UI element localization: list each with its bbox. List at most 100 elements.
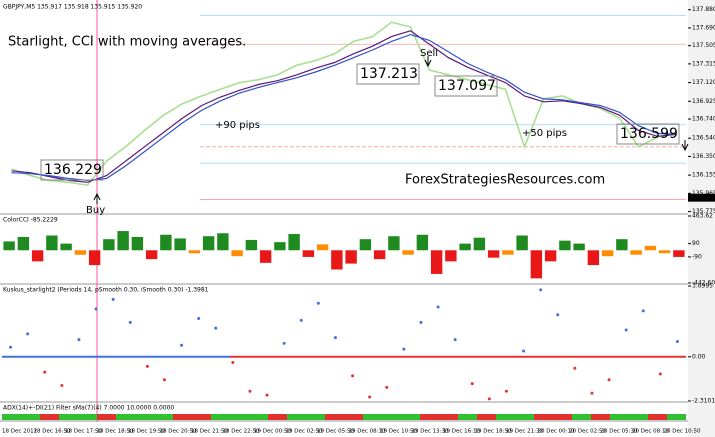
adx-segment: [363, 414, 382, 420]
starlight-dot: [453, 338, 457, 342]
adx-segment: [382, 414, 401, 420]
cci-bar: [373, 250, 386, 260]
adx-segment: [496, 414, 515, 420]
last-price-box: [688, 193, 715, 202]
starlight-dot: [77, 338, 81, 342]
y-tick-label: 136.155: [692, 172, 715, 179]
cci-bar: [160, 234, 172, 251]
cci-bar: [459, 243, 471, 251]
adx-segment: [40, 414, 59, 420]
starlight-dot: [333, 336, 337, 340]
y-tick-label: 137.120: [692, 79, 715, 86]
x-tick-label: 19 Dec 16:10: [443, 429, 480, 435]
starlight-dot: [128, 320, 132, 324]
x-tick-label: 18 Dec 18:50: [97, 429, 134, 435]
y-tick-label: -442.60: [692, 280, 715, 287]
cci-bar: [288, 234, 300, 251]
starlight-dot: [231, 361, 235, 365]
starlight-dot: [94, 307, 98, 311]
y-tick-label: 137.690: [692, 24, 715, 31]
cci-bar: [416, 234, 429, 251]
starlight-dot: [26, 332, 30, 336]
price-line: [11, 21, 677, 187]
buy-arrow: [93, 192, 101, 204]
price-line: [11, 33, 677, 182]
starlight-dot: [539, 288, 543, 292]
adx-segment: [2, 414, 21, 420]
starlight-dot: [214, 326, 218, 330]
cci-bar: [60, 243, 72, 251]
annotation: +50 pips: [522, 128, 567, 139]
adx-segment: [325, 414, 344, 420]
starlight-dot: [658, 372, 662, 376]
last-price-label: 135.920: [690, 194, 715, 201]
adx-segment: [249, 414, 268, 420]
adx-segment: [59, 414, 78, 420]
cci-bar: [587, 250, 600, 266]
starlight-dot: [641, 309, 645, 313]
adx-segment: [344, 414, 363, 420]
cci-bar: [445, 250, 457, 262]
starlight-dot: [624, 328, 628, 332]
adx-segment: [21, 414, 40, 420]
y-tick-label: 136.925: [692, 98, 715, 105]
starlight-dot: [265, 393, 269, 397]
cci-bar: [345, 250, 357, 264]
x-tick-label: 18 Dec 21:50: [191, 429, 228, 435]
y-tick-label: 463.62: [692, 213, 713, 220]
cci-bar: [673, 250, 685, 257]
cci-bar: [103, 239, 115, 251]
price-line: [11, 30, 677, 183]
adx-segment: [78, 414, 97, 420]
x-tick-label: 18 Dec 20:50: [160, 429, 197, 435]
annotation: 136.599: [620, 126, 678, 142]
adx-segment: [477, 414, 496, 420]
sell-arrow: [681, 140, 689, 152]
panel-header: ColorCCI -85.2229: [3, 217, 58, 224]
x-tick-label: 19 Dec 18:50: [475, 429, 512, 435]
cci-bar: [46, 235, 58, 251]
panel-header: GBPJPY,M5 135.917 135.918 135.915 135.92…: [3, 4, 142, 11]
adx-segment: [534, 414, 553, 420]
panel-header: ADX(14)+-DI(21) Filter sMa(7)(4) 7.0000 …: [3, 405, 174, 412]
cci-bar: [559, 240, 571, 251]
starlight-dot: [9, 345, 13, 349]
starlight-dot: [487, 397, 491, 401]
y-tick-label: 135.775: [692, 208, 715, 215]
cci-bar: [430, 250, 443, 274]
annotation: 136.229: [44, 162, 102, 178]
starlight-dot: [573, 366, 577, 370]
adx-segment: [572, 414, 591, 420]
cci-bar: [331, 250, 343, 270]
annotation-box: [616, 123, 680, 145]
adx-segment: [211, 414, 230, 420]
y-tick-label: 137.315: [692, 60, 715, 67]
x-tick-label: 19 Dec 10:50: [380, 429, 417, 435]
cci-bar: [117, 231, 129, 251]
adx-segment: [667, 414, 686, 420]
cci-bar: [217, 233, 229, 251]
x-tick-label: 20 Dec 02:50: [569, 429, 606, 435]
x-tick-label: 19 Dec 21:30: [506, 429, 543, 435]
starlight-dot: [43, 370, 47, 374]
chart-title: Starlight, CCI with moving averages.: [8, 35, 246, 50]
adx-segment: [515, 414, 534, 420]
y-tick-label: 137.505: [692, 42, 715, 49]
starlight-dot: [197, 317, 201, 321]
panel-header: Kuskus_starlight2 (Periods 14, pSmooth 0…: [3, 287, 209, 294]
cci-bar: [231, 250, 243, 257]
starlight-dot: [590, 391, 594, 395]
starlight-dot: [299, 318, 303, 322]
annotation-box: [356, 63, 420, 85]
starlight-dot: [607, 378, 611, 382]
y-tick-label: 90: [692, 240, 700, 247]
cci-bar: [202, 236, 215, 251]
cci-bar: [188, 250, 201, 254]
adx-segment: [287, 414, 306, 420]
x-tick-label: 19 Dec 00:50: [254, 429, 291, 435]
cci-bar: [88, 250, 101, 266]
adx-segment: [648, 414, 667, 420]
x-tick-label: 18 Dec 19:50: [128, 429, 165, 435]
starlight-dot: [504, 389, 508, 393]
